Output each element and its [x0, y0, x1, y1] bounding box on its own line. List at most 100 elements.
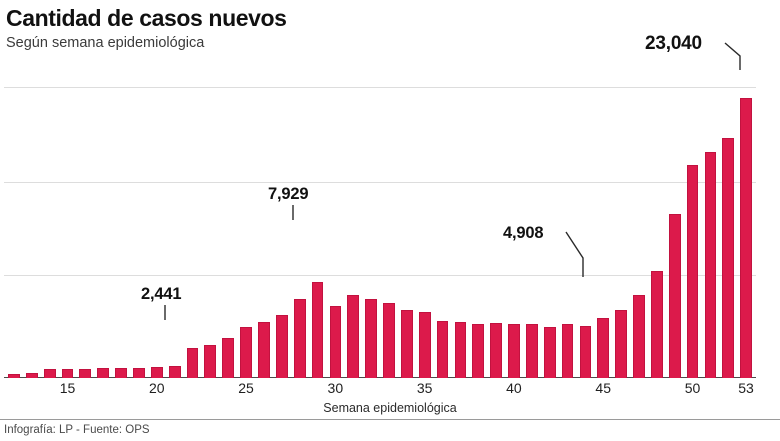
- bar: [186, 348, 199, 378]
- bar: [436, 320, 449, 378]
- gridline: [4, 87, 756, 88]
- x-axis-tick-label: 35: [416, 380, 433, 396]
- bar-slot: [594, 86, 612, 378]
- bar: [240, 326, 252, 378]
- bar: [79, 368, 92, 378]
- bar: [508, 324, 520, 378]
- bar: [347, 295, 360, 378]
- bar-slot: [737, 86, 755, 378]
- chart-header: Cantidad de casos nuevos Según semana ep…: [0, 0, 780, 51]
- bar-slot: [666, 86, 684, 378]
- bar: [597, 318, 610, 378]
- x-axis-tick-label: 53: [738, 380, 754, 396]
- bar-slot: [166, 86, 184, 378]
- bar: [650, 270, 663, 378]
- bar: [418, 312, 431, 378]
- bar: [97, 368, 110, 378]
- annotation-label-23040: 23,040: [645, 33, 702, 54]
- bar-slot: [201, 86, 219, 378]
- bar: [686, 165, 699, 378]
- bar-slot: [41, 86, 59, 378]
- bar-slot: [702, 86, 720, 378]
- bar-slot: [505, 86, 523, 378]
- bar-slot: [112, 86, 130, 378]
- bar-slot: [5, 86, 23, 378]
- bar: [275, 314, 288, 378]
- bar-slot: [59, 86, 77, 378]
- bar: [222, 337, 235, 378]
- bar: [490, 323, 503, 378]
- bar-slot: [630, 86, 648, 378]
- footer-credit: Infografía: LP - Fuente: OPS: [4, 424, 150, 436]
- bar-slot: [434, 86, 452, 378]
- bar-slot: [541, 86, 559, 378]
- bar-slot: [469, 86, 487, 378]
- bar-slot: [148, 86, 166, 378]
- bar-slot: [362, 86, 380, 378]
- chart-subtitle: Según semana epidemiológica: [6, 34, 205, 51]
- bar: [543, 326, 556, 378]
- bar-slot: [523, 86, 541, 378]
- bar-slot: [398, 86, 416, 378]
- x-axis-tick-label: 20: [148, 380, 165, 396]
- x-axis-tick-label: 15: [59, 380, 76, 396]
- bar-slot: [684, 86, 702, 378]
- x-axis-tick-label: 50: [684, 380, 701, 396]
- gridlines: [0, 78, 760, 378]
- x-axis-title: Semana epidemiológica: [323, 401, 457, 415]
- bar-slot: [719, 86, 737, 378]
- x-axis-tick-label: 40: [506, 380, 522, 396]
- bar: [8, 374, 20, 378]
- bar-slot: [273, 86, 291, 378]
- bar: [740, 97, 753, 378]
- bar: [43, 369, 56, 378]
- bar-slot: [612, 86, 630, 378]
- x-axis-ticks: 15 20 25 30 35 40 45 50 53: [5, 380, 755, 398]
- bar-slot: [94, 86, 112, 378]
- bar-slot: [648, 86, 666, 378]
- bar: [365, 298, 377, 378]
- bar-slot: [416, 86, 434, 378]
- bar: [204, 345, 217, 378]
- bar: [293, 298, 306, 378]
- bar: [579, 325, 592, 378]
- bar: [25, 373, 38, 378]
- bar: [561, 324, 574, 378]
- annotation-label-4908: 4,908: [503, 224, 544, 242]
- bar: [311, 281, 324, 378]
- bar-slot: [344, 86, 362, 378]
- bar: [633, 295, 645, 378]
- bar: [704, 151, 717, 378]
- bar: [472, 324, 485, 378]
- bar: [454, 322, 467, 378]
- bar-slot: [577, 86, 595, 378]
- x-axis-tick-label: 30: [327, 380, 344, 396]
- axis-baseline: [4, 376, 756, 378]
- gridline: [4, 182, 756, 183]
- bar-slot: [130, 86, 148, 378]
- bar-slot: [559, 86, 577, 378]
- bar-slot: [219, 86, 237, 378]
- x-axis-tick-label: 45: [595, 380, 611, 396]
- page-title: Cantidad de casos nuevos: [6, 5, 287, 31]
- bar-slot: [326, 86, 344, 378]
- bar-slot: [487, 86, 505, 378]
- bar-slot: [309, 86, 327, 378]
- bar: [258, 322, 270, 378]
- bar: [668, 213, 681, 378]
- footer-divider: [0, 419, 780, 420]
- bar-slot: [451, 86, 469, 378]
- bar: [115, 368, 127, 378]
- x-axis-tick-label: 25: [238, 380, 254, 396]
- bar-slot: [237, 86, 255, 378]
- bar: [133, 367, 145, 378]
- bar: [525, 324, 538, 378]
- gridline: [4, 275, 756, 276]
- bar-series: [5, 86, 755, 378]
- bar-slot: [255, 86, 273, 378]
- bar-slot: [76, 86, 94, 378]
- annotation-label-7929: 7,929: [268, 185, 309, 203]
- bar-slot: [291, 86, 309, 378]
- annotation-label-2441: 2,441: [141, 285, 182, 303]
